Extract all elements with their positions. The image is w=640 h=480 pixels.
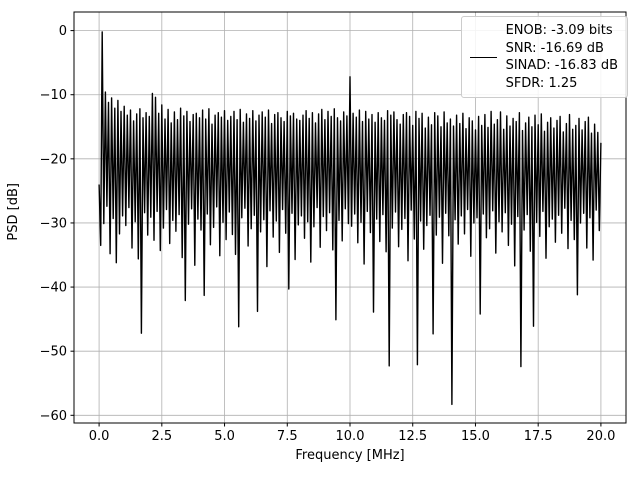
svg-text:12.5: 12.5 (398, 429, 427, 444)
svg-text:20.0: 20.0 (586, 429, 615, 444)
x-axis-label: Frequency [MHz] (295, 448, 405, 463)
svg-text:−60: −60 (40, 409, 67, 424)
svg-text:5.0: 5.0 (214, 429, 235, 444)
svg-text:7.5: 7.5 (277, 429, 298, 444)
svg-text:−10: −10 (40, 88, 67, 103)
legend-line-sample (469, 56, 497, 58)
legend-entry-sfdr: SFDR: 1.25 (505, 75, 578, 91)
svg-text:0.0: 0.0 (89, 429, 110, 444)
svg-text:17.5: 17.5 (524, 429, 553, 444)
svg-text:−50: −50 (40, 345, 67, 360)
y-axis-label-wrap: PSD [dB] (6, 0, 21, 423)
svg-text:−20: −20 (40, 152, 67, 167)
legend: ENOB: -3.09 bits SNR: -16.69 dB SINAD: -… (460, 16, 628, 98)
svg-text:15.0: 15.0 (461, 429, 490, 444)
y-axis-label: PSD [dB] (6, 182, 21, 241)
legend-entry-sinad: SINAD: -16.83 dB (505, 58, 618, 73)
legend-entry-snr: SNR: -16.69 dB (505, 40, 604, 56)
svg-text:10.0: 10.0 (336, 429, 365, 444)
svg-text:−40: −40 (40, 281, 67, 296)
svg-text:0: 0 (59, 24, 67, 39)
svg-text:2.5: 2.5 (151, 429, 172, 444)
legend-entry-enob: ENOB: -3.09 bits (505, 23, 613, 38)
legend-text: ENOB: -3.09 bits SNR: -16.69 dB SINAD: -… (506, 22, 618, 92)
svg-text:−30: −30 (40, 216, 67, 231)
